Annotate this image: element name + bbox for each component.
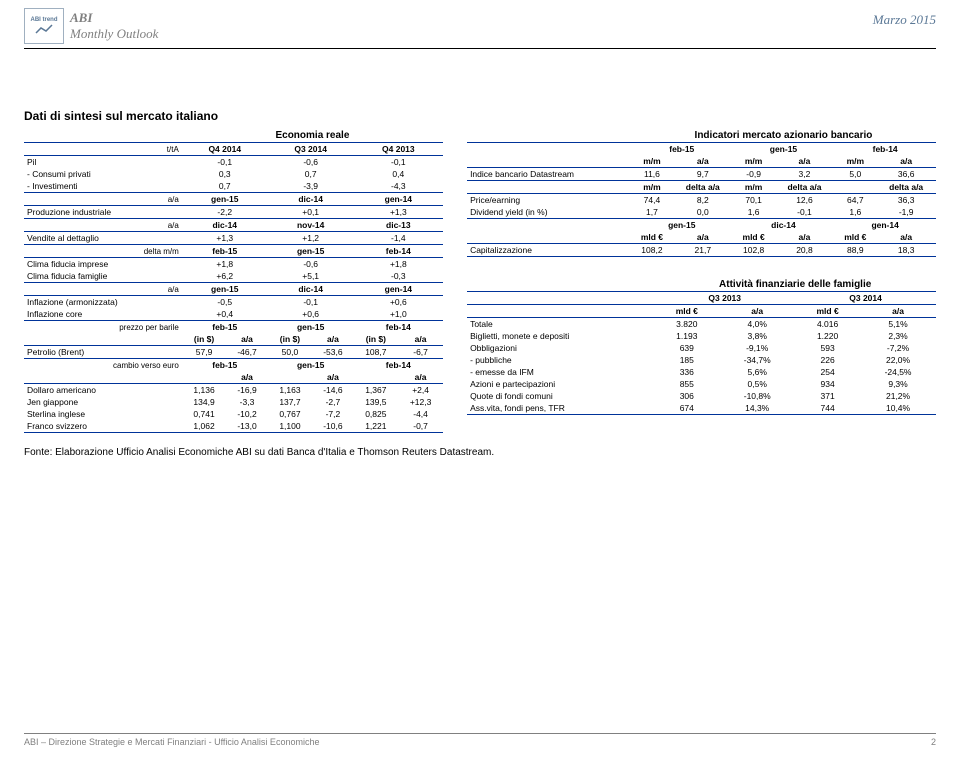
attiv-title: Attività finanziarie delle famiglie	[654, 277, 936, 292]
footer-left: ABI – Direzione Strategie e Mercati Fina…	[24, 737, 319, 747]
date-header: Marzo 2015	[873, 8, 936, 28]
footer-page-number: 2	[931, 737, 936, 747]
source-note: Fonte: Elaborazione Ufficio Analisi Econ…	[24, 447, 960, 458]
economia-reale-table: Economia reale t/tA Q4 2014 Q3 2014 Q4 2…	[24, 129, 443, 433]
indic-title: Indicatori mercato azionario bancario	[631, 129, 936, 143]
period-label: t/tA	[24, 143, 182, 156]
page-footer: ABI – Direzione Strategie e Mercati Fina…	[24, 733, 936, 747]
logo-line1: ABI	[70, 10, 158, 26]
abi-logo-icon: ABI trend	[24, 8, 64, 44]
logo-text: ABI Monthly Outlook	[70, 10, 158, 42]
attivita-table: Attività finanziarie delle famiglie Q3 2…	[467, 277, 936, 415]
right-col: Indicatori mercato azionario bancario fe…	[467, 129, 936, 415]
economia-reale-col: Economia reale t/tA Q4 2014 Q3 2014 Q4 2…	[24, 129, 443, 433]
section-title: Dati di sintesi sul mercato italiano	[24, 109, 960, 123]
tables-row: Economia reale t/tA Q4 2014 Q3 2014 Q4 2…	[0, 129, 960, 433]
logo-area: ABI trend ABI Monthly Outlook	[24, 8, 158, 44]
logo-line2: Monthly Outlook	[70, 26, 158, 42]
page-header: ABI trend ABI Monthly Outlook Marzo 2015	[0, 0, 960, 44]
econ-title: Economia reale	[182, 129, 443, 143]
header-rule	[24, 48, 936, 49]
chart-icon	[35, 23, 53, 35]
indicatori-table: Indicatori mercato azionario bancario fe…	[467, 129, 936, 257]
